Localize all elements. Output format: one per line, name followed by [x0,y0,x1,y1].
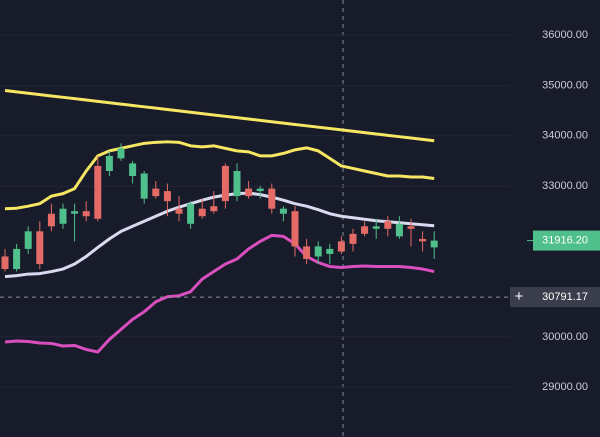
y-tick-label: 36000.00 [542,29,588,41]
candle-body [117,148,125,159]
candle-body [175,208,183,214]
candle-body [291,211,299,247]
candle-body [303,246,311,259]
candle-body [430,240,438,248]
candle-body [326,248,334,254]
candle-body [407,226,415,229]
y-tick-label: 34000.00 [542,130,588,142]
y-tick-label: 30000.00 [542,331,588,343]
candle-body [24,231,32,249]
candle-body [1,256,9,270]
candle-body [349,233,357,244]
candle-body [59,208,67,224]
last-price-label: 31916.20 [542,234,588,246]
indicator-line [4,89,435,143]
candle-body [94,165,102,219]
candle-body [372,226,380,229]
crosshair-price-label: 30791.17 [542,291,588,303]
y-tick-label: 29000.00 [542,381,588,393]
indicator-line [4,140,435,211]
candle-body [36,231,44,265]
candle-body [82,211,90,217]
candle-body [384,221,392,229]
candle-body [245,188,253,197]
candle-body [361,226,369,234]
candle-body [314,246,322,257]
crosshair-marker: + [515,288,524,305]
candle-body [279,208,287,214]
y-tick-label: 33000.00 [542,180,588,192]
candle-body [198,208,206,217]
candle-body [187,203,195,224]
candle-body [47,213,55,227]
candle-body [163,191,171,202]
y-tick-label: 35000.00 [542,79,588,91]
candle-body [105,155,113,171]
candle-body [152,188,160,197]
candle-body [233,170,241,197]
candle-body [419,238,427,242]
last-price-box [533,230,600,251]
candle-body [140,173,148,199]
candle-body [268,188,276,209]
indicator-line [4,191,435,279]
candle-body [129,163,137,177]
candle-body [13,248,21,270]
candle-body [256,188,264,192]
candle-body [337,241,345,252]
candle-body [221,165,229,202]
crosshair-label-box [510,287,600,308]
candle-body [210,206,218,212]
candle-body [395,223,403,237]
indicator-line [4,233,435,354]
candle-body [71,211,79,214]
